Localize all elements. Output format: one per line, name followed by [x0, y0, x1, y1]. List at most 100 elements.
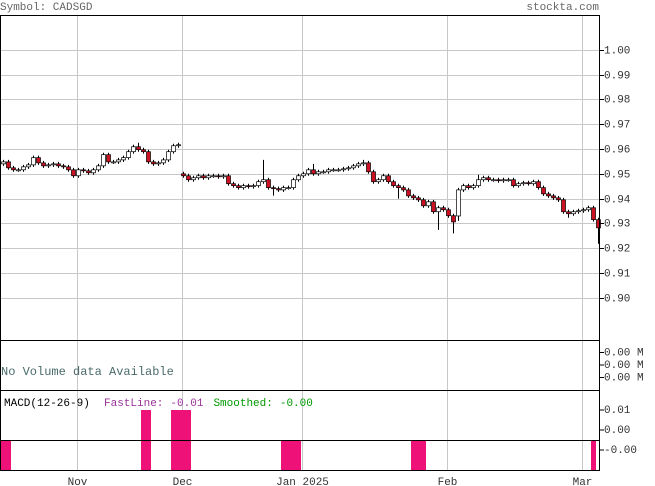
candle-body [441, 207, 446, 211]
candle-body [316, 171, 321, 175]
candle-body [136, 146, 141, 151]
candle-body [11, 167, 16, 171]
candle-body [226, 175, 231, 185]
candle-body [566, 211, 571, 215]
candle-body [216, 175, 221, 178]
candle-body [491, 179, 496, 182]
macd-legend-name: Smoothed: [213, 398, 272, 410]
candle-body [191, 177, 196, 181]
candle-body [26, 164, 31, 168]
candle-body [481, 177, 486, 181]
candle-body [436, 207, 441, 213]
candle-body [391, 181, 396, 187]
candle-body [21, 166, 26, 171]
y-tick-label: 0.00 M [604, 360, 644, 372]
candle-body [411, 195, 416, 199]
macd-histogram-bar [591, 440, 596, 470]
candle-body [86, 170, 91, 174]
candle-body [511, 179, 516, 187]
candle-body [451, 215, 456, 223]
candle-body [66, 166, 71, 171]
candle-body [581, 209, 586, 212]
candle-body [291, 179, 296, 189]
y-tick-label: 0.96 [604, 144, 630, 156]
candle-body [326, 169, 331, 173]
candle-body [546, 193, 551, 197]
candle-body [61, 165, 66, 168]
candle-body [166, 151, 171, 161]
candle-body [466, 185, 471, 189]
macd-histogram-bar [296, 440, 301, 470]
macd-histogram-bar [286, 440, 291, 470]
macd-histogram-bar [421, 440, 426, 470]
candle-body [371, 171, 376, 183]
candle-body [366, 162, 371, 173]
candle-body [271, 187, 276, 190]
y-tick-label: 0.91 [604, 268, 631, 280]
candle-body [301, 173, 306, 177]
candle-body [96, 165, 101, 171]
candle-body [306, 169, 311, 175]
candle-body [241, 185, 246, 189]
candle-body [181, 173, 186, 177]
candle-body [116, 159, 121, 163]
candle-body [551, 195, 556, 199]
y-tick-label: 0.97 [604, 119, 630, 131]
candle-body [376, 179, 381, 183]
y-tick-label: 0.90 [604, 293, 630, 305]
candle-body [36, 157, 41, 164]
candle-body [51, 163, 56, 166]
candle-body [341, 168, 346, 171]
candle-body [246, 185, 251, 188]
candle-body [356, 163, 361, 167]
candle-body [426, 201, 431, 207]
site: stockta.com [526, 2, 599, 14]
candle-body [31, 157, 36, 166]
y-tick-label: 0.95 [604, 169, 630, 181]
candle-body [496, 179, 501, 182]
y-tick-label: -0.00 [604, 445, 637, 457]
candle-body [46, 164, 51, 167]
candle-body [126, 151, 131, 159]
y-tick-label: 0.01 [604, 405, 631, 417]
candle-body [221, 175, 226, 178]
candle-body [471, 185, 476, 189]
candle-body [446, 209, 451, 217]
candle-body [256, 181, 261, 187]
candle-body [351, 165, 356, 169]
symbol: Symbol: CADSGD [0, 2, 93, 14]
candle-body [161, 159, 166, 164]
candle-body [486, 177, 491, 181]
candle-body [296, 175, 301, 181]
candle-body [276, 188, 281, 191]
candle-body [171, 145, 176, 153]
candle-body [156, 162, 161, 165]
candle-body [521, 182, 526, 185]
candle-body [346, 167, 351, 170]
macd-histogram-bar [416, 440, 421, 470]
y-tick-label: 0.00 M [604, 372, 644, 384]
candle-body [591, 207, 596, 221]
candle-body [396, 185, 401, 189]
candle-body [141, 149, 146, 153]
y-tick-label: 0.94 [604, 194, 631, 206]
candle-body [211, 175, 216, 178]
candle-body [1, 161, 6, 165]
x-tick-label: Nov [68, 477, 88, 486]
candle-body [121, 157, 126, 161]
candle-body [526, 182, 531, 185]
candle-body [431, 201, 436, 213]
candle-body [406, 189, 411, 197]
candle-body [516, 183, 521, 187]
candle-body [586, 207, 591, 211]
x-tick-label: Dec [173, 477, 193, 486]
macd-histogram-bar [281, 440, 286, 470]
y-tick-label: 1.00 [604, 45, 630, 57]
candle-body [196, 175, 201, 179]
candle-body [6, 161, 11, 169]
grid [0, 15, 600, 470]
candle-body [386, 175, 391, 183]
candle-body [176, 144, 181, 147]
candle-body [206, 175, 211, 179]
candle-body [186, 175, 191, 181]
